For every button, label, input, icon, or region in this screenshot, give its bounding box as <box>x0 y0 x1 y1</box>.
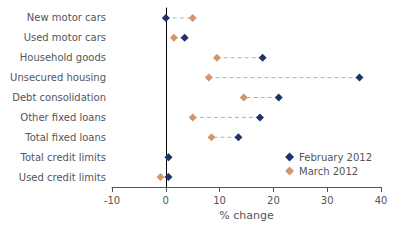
svg-text:Total fixed loans: Total fixed loans <box>24 132 106 143</box>
svg-text:40: 40 <box>375 195 388 206</box>
svg-text:0: 0 <box>163 195 169 206</box>
svg-text:20: 20 <box>267 195 280 206</box>
svg-text:% change: % change <box>219 209 274 222</box>
svg-text:Used motor cars: Used motor cars <box>24 32 106 43</box>
svg-text:Other fixed loans: Other fixed loans <box>20 112 106 123</box>
svg-text:Debt consolidation: Debt consolidation <box>12 92 106 103</box>
svg-text:10: 10 <box>213 195 226 206</box>
svg-text:Used credit limits: Used credit limits <box>19 172 106 183</box>
svg-text:New motor cars: New motor cars <box>27 12 106 23</box>
svg-text:30: 30 <box>321 195 334 206</box>
svg-text:Unsecured housing: Unsecured housing <box>10 72 106 83</box>
svg-text:March 2012: March 2012 <box>299 166 358 177</box>
svg-text:February 2012: February 2012 <box>299 152 372 163</box>
svg-text:Household goods: Household goods <box>20 52 106 63</box>
svg-text:-10: -10 <box>104 195 120 206</box>
svg-text:Total credit limits: Total credit limits <box>19 152 106 163</box>
